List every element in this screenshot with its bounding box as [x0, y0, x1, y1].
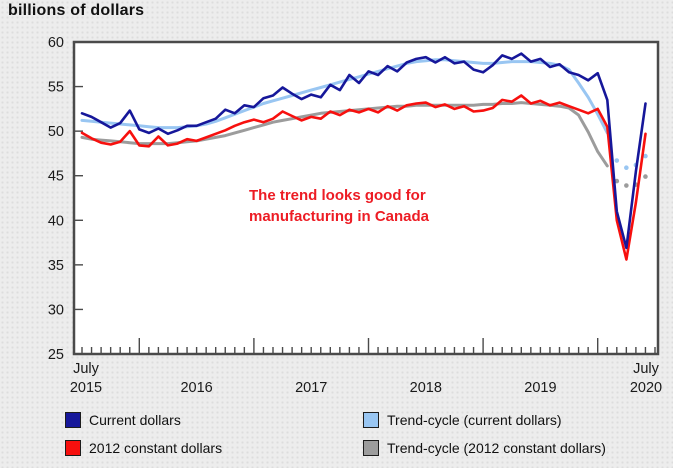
- y-axis-tick-label: 50: [48, 124, 64, 140]
- series-trend_constant-projection-dot: [643, 174, 648, 179]
- y-axis-tick-label: 60: [48, 35, 64, 51]
- legend-swatch-trend-cycle-constant: [363, 440, 379, 456]
- series-trend_current-projection-dot: [643, 153, 648, 159]
- legend-label-2012-constant-dollars: 2012 constant dollars: [89, 440, 223, 456]
- legend-item-2012-constant-dollars: 2012 constant dollars: [65, 439, 222, 457]
- legend-item-trend-cycle-constant: Trend-cycle (2012 constant dollars): [363, 439, 606, 457]
- y-axis-tick-label: 55: [48, 80, 64, 96]
- series-trend_constant-projection-dot: [624, 183, 629, 188]
- x-axis-year-label: 2016: [180, 380, 212, 396]
- series-trend_constant-projection-dot: [614, 178, 620, 184]
- y-axis-tick-label: 40: [48, 213, 64, 229]
- x-axis-year-label: 2017: [295, 380, 327, 396]
- legend-label-current-dollars: Current dollars: [89, 412, 181, 428]
- x-axis-month-label: July: [73, 361, 100, 377]
- annotation-line-1: The trend looks good for: [249, 187, 426, 204]
- y-axis-tick-label: 25: [48, 347, 64, 363]
- y-axis-tick-label: 35: [48, 258, 64, 274]
- series-constant-line: [80, 94, 647, 261]
- x-axis-month-label: July: [633, 361, 660, 377]
- legend-item-trend-cycle-current: Trend-cycle (current dollars): [363, 411, 562, 429]
- x-axis-year-label: 2018: [410, 380, 442, 396]
- series-trend_current-projection-dot: [624, 165, 629, 170]
- annotation-line-2: manufacturing in Canada: [249, 208, 430, 225]
- page-title: billions of dollars: [8, 2, 145, 19]
- x-axis-year-label: 2019: [524, 380, 556, 396]
- legend-swatch-2012-constant-dollars: [65, 440, 81, 456]
- x-axis-year-label: 2020: [630, 380, 662, 396]
- legend-label-trend-cycle-current: Trend-cycle (current dollars): [387, 412, 562, 428]
- manufacturing-sales-line-chart: 60 55 50 45 40 35 30 25 July 2015 2016 2017 2018 2019…: [48, 35, 662, 396]
- legend-item-current-dollars: Current dollars: [65, 411, 181, 429]
- x-axis-year-label: 2015: [70, 380, 102, 396]
- plot-area: [72, 40, 660, 356]
- legend-swatch-current-dollars: [65, 412, 81, 428]
- legend-swatch-trend-cycle-current: [363, 412, 379, 428]
- legend: Current dollars 2012 constant dollars Tr…: [0, 405, 673, 468]
- series-current-line: [80, 52, 647, 250]
- y-axis-tick-label: 45: [48, 169, 64, 185]
- y-axis-tick-label: 30: [48, 302, 64, 318]
- legend-label-trend-cycle-constant: Trend-cycle (2012 constant dollars): [387, 440, 606, 456]
- series-trend_current-projection-dot: [614, 158, 620, 163]
